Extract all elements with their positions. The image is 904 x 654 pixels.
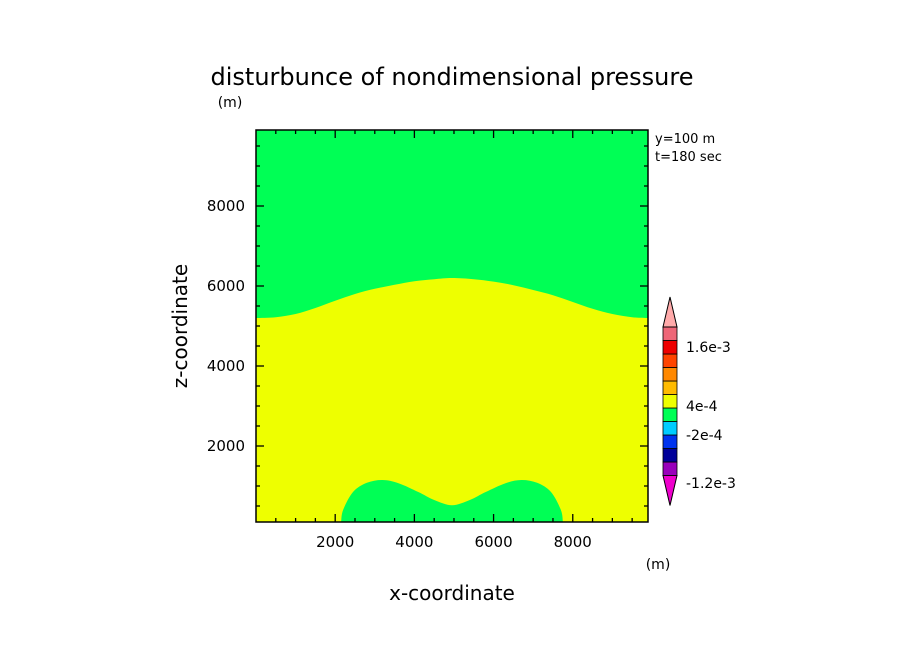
x-tick-label: 8000 <box>554 533 592 551</box>
y-tick-label: 6000 <box>207 277 245 295</box>
colorbar-swatch <box>662 394 678 409</box>
y-unit-label: (m) <box>218 95 243 111</box>
colorbar-lower-extend <box>662 475 678 506</box>
colorbar-swatch <box>662 434 678 449</box>
colorbar-swatch <box>662 461 678 476</box>
colorbar-swatch <box>662 353 678 368</box>
colorbar-upper-extend <box>662 296 678 328</box>
annotation-t: t=180 sec <box>655 150 722 165</box>
x-tick-label: 6000 <box>474 533 512 551</box>
colorbar-swatch <box>662 380 678 395</box>
y-tick-labels: 2000 4000 6000 8000 <box>207 197 245 455</box>
upper-region <box>256 130 648 318</box>
colorbar-swatch <box>662 421 678 436</box>
colorbar-label: 4e-4 <box>686 399 718 415</box>
colorbar-swatch <box>662 326 678 341</box>
colorbar-swatch <box>662 367 678 382</box>
colorbar-swatch <box>662 407 678 422</box>
colorbar-label: 1.6e-3 <box>686 340 731 356</box>
y-axis-label: z-coordinate <box>168 264 192 388</box>
colorbar-swatch <box>662 448 678 463</box>
x-tick-label: 2000 <box>316 533 354 551</box>
colorbar-label: -1.2e-3 <box>686 476 736 492</box>
axis-ticks <box>256 130 648 522</box>
colorbar-unit: (m) <box>646 557 671 573</box>
chart-title: disturbunce of nondimensional pressure <box>211 63 694 91</box>
colorbar <box>662 296 678 506</box>
x-axis-label: x-coordinate <box>389 581 515 605</box>
y-tick-label: 8000 <box>207 197 245 215</box>
plot-area <box>255 129 649 523</box>
x-tick-labels: 2000 4000 6000 8000 <box>316 533 592 551</box>
y-tick-label: 2000 <box>207 437 245 455</box>
x-tick-label: 4000 <box>395 533 433 551</box>
bottom-bump-region <box>341 479 563 522</box>
colorbar-label: -2e-4 <box>686 428 723 444</box>
annotation-y: y=100 m <box>655 132 715 147</box>
y-tick-label: 4000 <box>207 357 245 375</box>
colorbar-swatch <box>662 340 678 355</box>
